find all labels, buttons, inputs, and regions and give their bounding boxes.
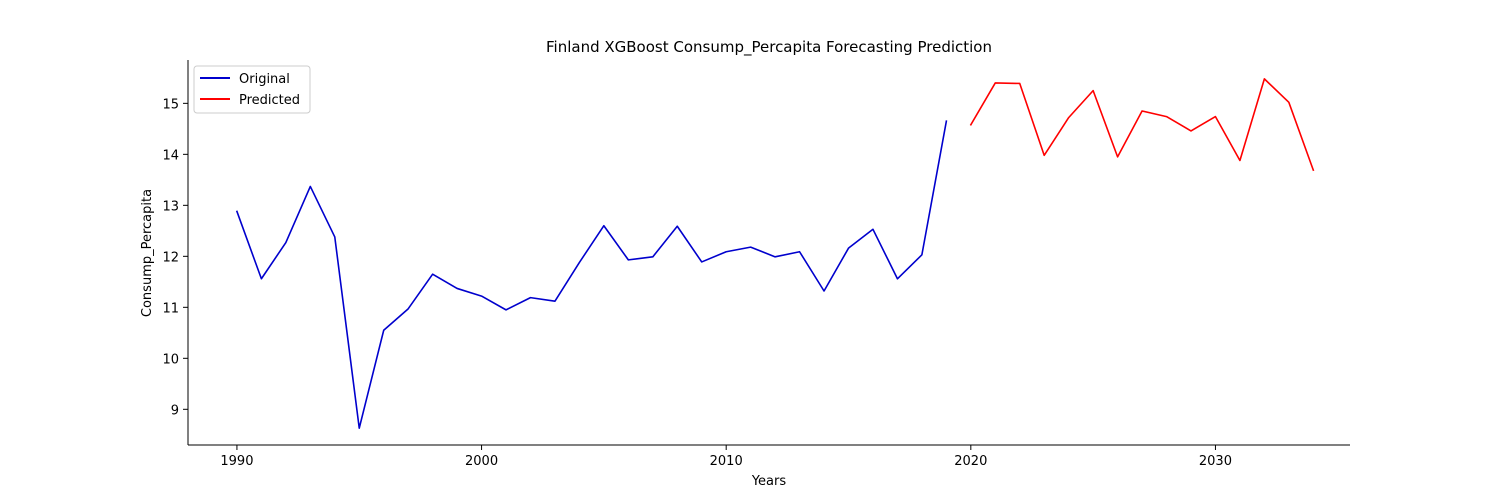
y-tick-label: 13 [162,199,179,214]
x-tick-label: 1990 [220,454,253,469]
y-tick-label: 14 [162,148,179,163]
y-ticks: 9 10 11 12 13 14 15 [162,97,188,418]
legend: Original Predicted [193,65,311,114]
series-line-predicted [969,78,1315,172]
y-axis-label: Consump_Percapita [140,189,155,317]
legend-label-predicted: Predicted [239,93,300,108]
y-tick-label: 9 [171,403,179,418]
series-line-original [235,120,948,429]
y-tick-label: 11 [162,301,179,316]
y-tick-label: 15 [162,97,179,112]
y-tick-label: 10 [162,352,179,367]
x-tick-label: 2010 [710,454,743,469]
x-ticks: 1990 2000 2010 2020 2030 [220,445,1232,469]
x-tick-label: 2030 [1199,454,1232,469]
x-axis-label: Years [751,474,787,489]
x-tick-label: 2020 [954,454,987,469]
plot-area [235,78,1315,429]
y-tick-label: 12 [162,250,179,265]
x-tick-label: 2000 [465,454,498,469]
legend-label-original: Original [239,72,290,87]
chart-title: Finland XGBoost Consump_Percapita Foreca… [546,38,992,57]
